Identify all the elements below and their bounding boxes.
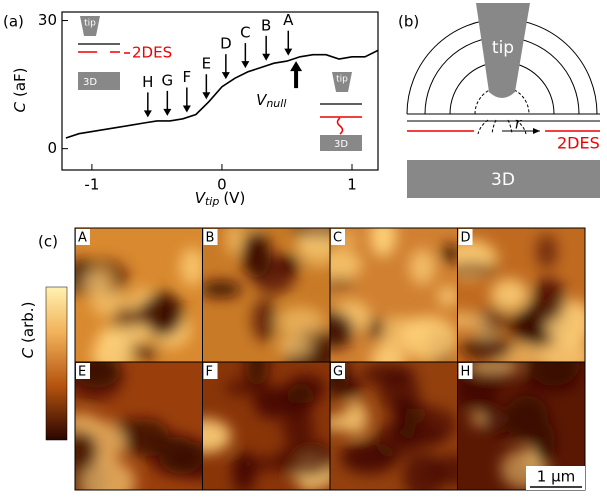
y-axis-label: C(aF) <box>11 67 29 112</box>
map-blob <box>180 248 205 286</box>
map-label: E <box>78 365 86 380</box>
colorbar-label: C(arb.) <box>19 302 37 359</box>
marker-label: H <box>142 73 153 91</box>
marker-arrowhead <box>284 49 292 56</box>
marker-arrowhead <box>202 92 210 99</box>
marker-arrowhead <box>222 72 230 79</box>
map-blob <box>530 278 565 321</box>
marker-arrowhead <box>241 61 249 68</box>
map-blob <box>277 441 336 478</box>
map-blob <box>343 401 368 435</box>
map-label: B <box>206 231 215 246</box>
map-blob <box>437 286 458 306</box>
map-blob <box>252 298 278 342</box>
map-label: H <box>461 365 471 380</box>
map-blob <box>200 281 242 298</box>
map-image <box>200 221 348 381</box>
panel-label: (b) <box>398 13 419 31</box>
inset-left: tip 2DES 3D <box>78 16 172 90</box>
marker-label: F <box>183 68 192 86</box>
marker-label: C <box>240 24 250 42</box>
panel-label: (a) <box>3 13 24 31</box>
map-blob <box>491 278 529 310</box>
map-blob <box>279 336 313 356</box>
map-blob <box>370 216 396 257</box>
inset-tip-label: tip <box>84 19 96 29</box>
marker-arrowhead <box>163 109 171 116</box>
2des-label: 2DES <box>557 134 600 153</box>
map-blob <box>522 374 577 392</box>
tip-label: tip <box>492 38 514 58</box>
map-blob <box>114 418 135 432</box>
map-blob <box>277 307 324 337</box>
x-tick-label: 1 <box>347 176 357 194</box>
map-blob <box>242 231 272 278</box>
map-blob <box>341 441 398 474</box>
map-blob <box>282 413 315 443</box>
marker-arrowhead <box>262 54 270 61</box>
r-label: r <box>515 115 522 133</box>
figure: (a) C(aF) Vtip(V) tip 2DES 3D tip 3D (b)… <box>0 0 607 500</box>
marker-arrowhead <box>183 105 191 112</box>
inset-2des-label: 2DES <box>132 44 172 62</box>
r-arrowhead <box>533 128 540 134</box>
panel-label: (c) <box>38 233 58 251</box>
marker-label: G <box>162 71 174 89</box>
marker-label: E <box>202 55 211 73</box>
vnull-label: Vnull <box>256 91 286 111</box>
inset-squiggle <box>338 118 343 134</box>
3d-label: 3D <box>491 170 515 190</box>
map-label: G <box>333 365 343 380</box>
map-blob <box>482 407 541 435</box>
map-blob <box>236 457 288 471</box>
map-label: C <box>333 231 342 246</box>
map-blob <box>522 317 544 341</box>
inset-3d-label: 3D <box>83 77 97 88</box>
map-blob <box>254 386 296 419</box>
y-tick-label: 0 <box>47 139 57 157</box>
map-blob <box>137 298 176 328</box>
marker-label: D <box>220 35 232 53</box>
map-blob <box>536 234 557 269</box>
inset-3d-label: 3D <box>334 139 348 150</box>
marker-label: A <box>283 11 294 29</box>
map-blob <box>394 397 411 440</box>
map-blob <box>400 316 456 361</box>
map-image <box>180 347 338 494</box>
x-tick-label: -1 <box>84 176 99 194</box>
map-blob <box>226 221 242 255</box>
colorbar <box>46 287 67 440</box>
map-label: A <box>78 231 87 246</box>
inset-tip-label: tip <box>336 75 348 85</box>
map-blob <box>368 317 385 340</box>
scale-bar-label: 1 μm <box>537 468 575 486</box>
map-blob <box>461 336 513 360</box>
map-label: D <box>461 231 471 246</box>
diagram: tip r 2DES 3D <box>407 3 600 198</box>
inset-right: tip 3D <box>320 72 362 151</box>
data-line <box>66 50 378 138</box>
map-blob <box>409 249 435 285</box>
map-label: F <box>206 365 213 380</box>
map-image <box>66 228 205 373</box>
x-tick-label: 0 <box>217 176 227 194</box>
vnull-arrowhead <box>290 61 302 71</box>
map-blob <box>82 270 110 295</box>
map-grid: A B C D E F G H <box>58 216 594 500</box>
y-tick-label: 30 <box>38 11 57 29</box>
marker-arrowhead <box>144 110 152 117</box>
marker-label: B <box>261 16 271 34</box>
map-blob <box>98 326 153 342</box>
